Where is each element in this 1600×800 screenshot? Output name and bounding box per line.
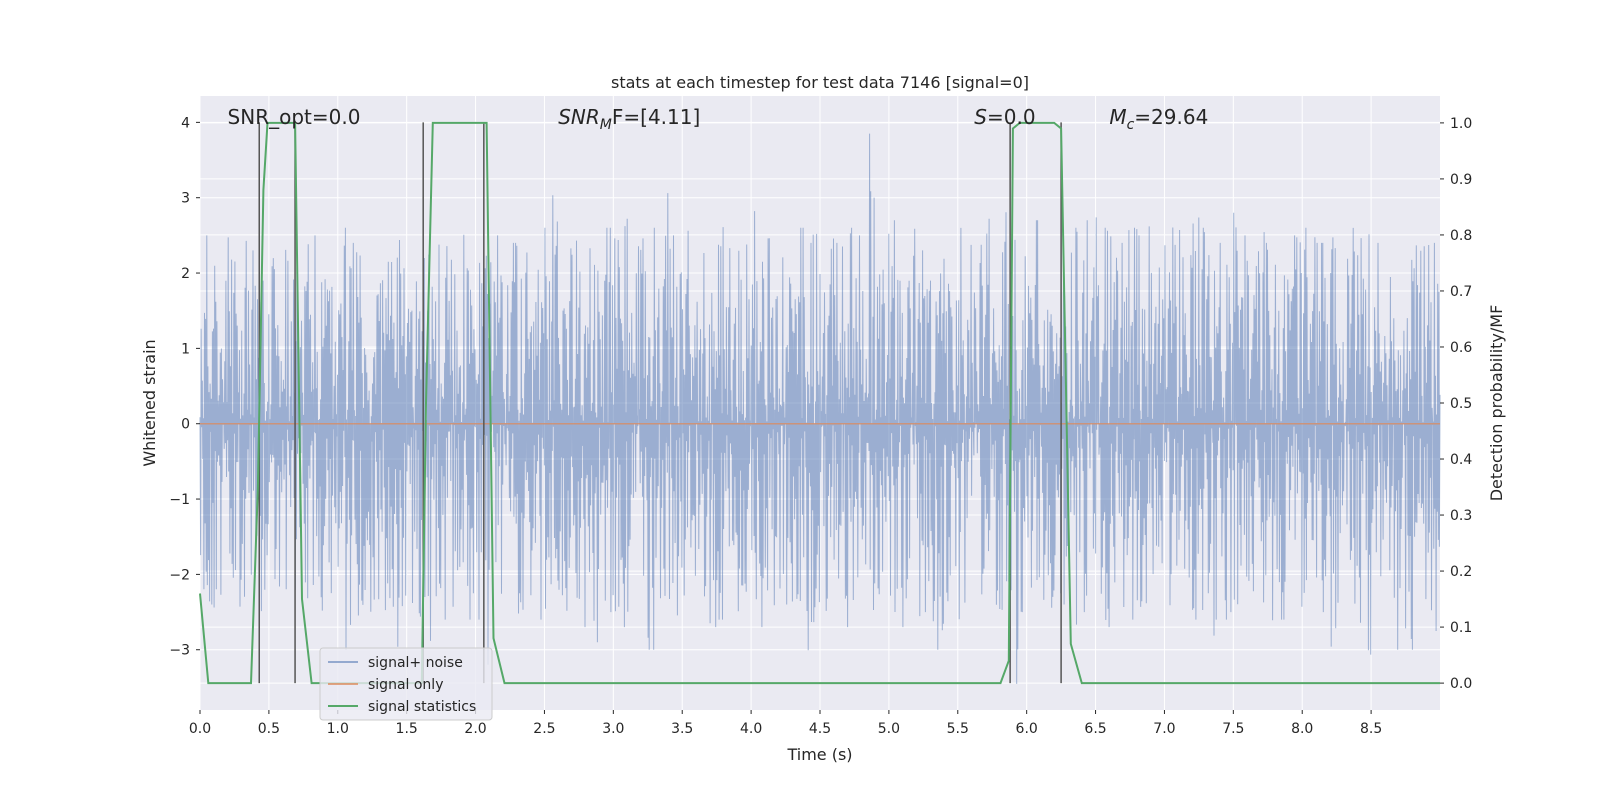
annotation: SNR_opt=0.0 — [228, 105, 361, 129]
x-tick-label: 0.5 — [258, 721, 280, 737]
legend: signal+ noise signal only signal statist… — [319, 647, 493, 721]
x-axis-title: Time (s) — [786, 745, 852, 764]
x-tick-label: 2.5 — [533, 721, 555, 737]
chart-title: stats at each timestep for test data 714… — [611, 73, 1029, 92]
signal-statistics-series — [199, 121, 1440, 685]
legend-label-signal-statistics: signal statistics — [368, 699, 476, 715]
x-tick-label: 6.0 — [1016, 721, 1038, 737]
x-tick-label: 3.0 — [602, 721, 624, 737]
x-tick-label: 2.0 — [464, 721, 486, 737]
legend-box — [319, 647, 493, 721]
x-tick-label: 0.0 — [189, 721, 211, 737]
x-tick-label: 3.5 — [671, 721, 693, 737]
x-tick-label: 7.5 — [1222, 721, 1244, 737]
tick-labels: 0.0 0.5 1.0 1.5 2.0 2.5 3.0 3.5 4.0 4.5 5.0 5.5 6.0 6… — [169, 115, 1472, 737]
y-tick-label: −1 — [169, 492, 190, 508]
annotations: SNR_opt=0.0 SNRMF=[4.11] S=0.0 Mc=29.64 — [228, 105, 1209, 133]
y2-tick-label: 0.7 — [1450, 284, 1472, 300]
signal-noise-line — [199, 133, 1441, 684]
y-tick-label: −3 — [169, 643, 190, 659]
y2-tick-label: 0.4 — [1450, 452, 1472, 468]
x-tick-label: 8.5 — [1360, 721, 1382, 737]
y-tick-label: 2 — [181, 266, 190, 282]
y2-tick-label: 0.9 — [1450, 172, 1472, 188]
y-tick-label: 3 — [181, 191, 190, 207]
annotation: Mc=29.64 — [1109, 105, 1208, 133]
y2-tick-label: 0.2 — [1450, 564, 1472, 580]
y2-tick-label: 0.6 — [1450, 340, 1472, 356]
y2-tick-label: 0.5 — [1450, 396, 1472, 412]
annotation: S=0.0 — [974, 105, 1035, 129]
y2-tick-label: 0.1 — [1450, 620, 1472, 636]
x-tick-label: 1.0 — [327, 721, 349, 737]
y2-tick-label: 0.8 — [1450, 228, 1472, 244]
y-tick-label: 0 — [181, 417, 190, 433]
y2-tick-label: 1.0 — [1450, 116, 1472, 132]
x-tick-label: 1.5 — [396, 721, 418, 737]
y-tick-label: 4 — [181, 115, 190, 131]
x-tick-label: 8.0 — [1291, 721, 1313, 737]
signal-statistics-line — [199, 121, 1440, 685]
y-tick-label: 1 — [181, 341, 190, 357]
x-tick-label: 6.5 — [1084, 721, 1106, 737]
y2-tick-label: 0.0 — [1450, 676, 1472, 692]
y-tick-label: −2 — [169, 567, 190, 583]
x-tick-label: 7.0 — [1153, 721, 1175, 737]
x-tick-label: 5.5 — [947, 721, 969, 737]
legend-label-signal-only: signal only — [368, 677, 443, 693]
x-tick-label: 5.0 — [878, 721, 900, 737]
x-tick-label: 4.0 — [740, 721, 762, 737]
signal-noise-series — [199, 133, 1441, 684]
y2-tick-label: 0.3 — [1450, 508, 1472, 524]
legend-label-signal-noise: signal+ noise — [368, 655, 463, 671]
y2-axis-title: Detection probability/MF — [1487, 305, 1506, 502]
y-axis-title: Whitened strain — [140, 339, 159, 466]
annotation: SNRMF=[4.11] — [558, 105, 700, 133]
x-tick-label: 4.5 — [809, 721, 831, 737]
